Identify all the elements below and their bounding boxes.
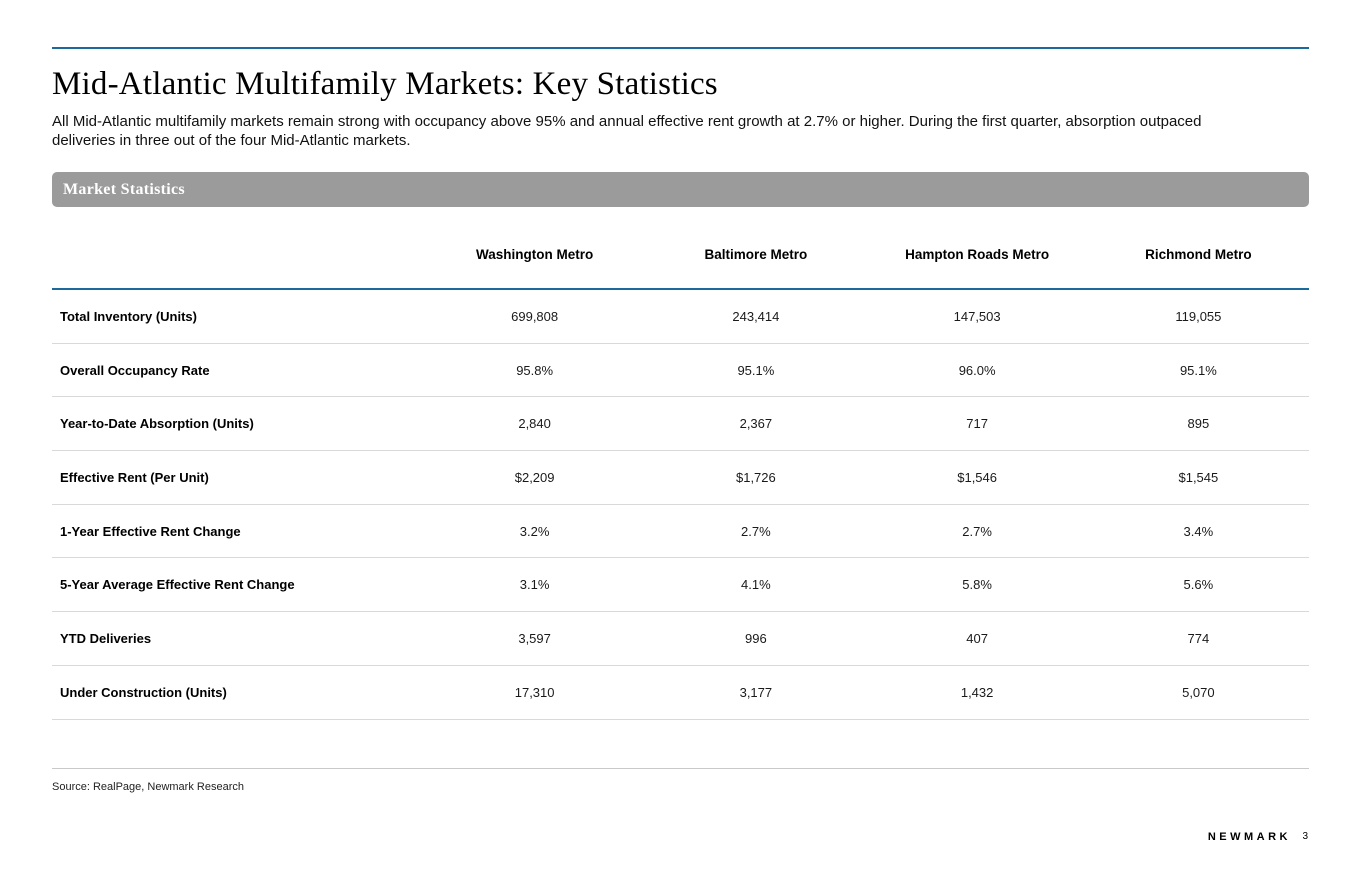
row-value: 17,310 [514,684,555,700]
page-title: Mid-Atlantic Multifamily Markets: Key St… [52,66,718,102]
column-header: Hampton Roads Metro [905,247,1050,262]
row-value: 774 [1187,630,1210,646]
section-header-bar: Market Statistics [52,172,1309,207]
table-row: Effective Rent (Per Unit) $2,209 $1,726 $1,… [52,451,1309,505]
row-label: Year-to-Date Absorption (Units) [60,416,254,432]
row-value: 5.6% [1183,577,1214,593]
row-value: 895 [1187,416,1210,432]
top-accent-rule [52,47,1309,49]
row-value: 717 [966,416,988,432]
row-label: Effective Rent (Per Unit) [60,469,209,485]
page-number: 3 [1302,831,1308,842]
row-label: Under Construction (Units) [60,684,227,700]
table-row: Under Construction (Units) 17,310 3,177 1,4… [52,666,1309,720]
row-value: 5.8% [962,577,992,593]
row-label: Overall Occupancy Rate [60,362,210,378]
row-label: Total Inventory (Units) [60,308,197,324]
row-value: 3,597 [518,630,551,646]
row-value: 95.1% [737,362,775,378]
row-value: $2,209 [514,469,555,485]
row-value: 2.7% [741,523,771,539]
row-label: 1-Year Effective Rent Change [60,523,241,539]
row-value: 119,055 [1175,308,1222,324]
table-row: Overall Occupancy Rate 95.8% 95.1% 96.0% 95.… [52,344,1309,398]
table-row: YTD Deliveries 3,597 996 407 774 [52,612,1309,666]
row-value: 243,414 [732,308,780,324]
footer-divider [52,768,1309,769]
table-header-row: Washington Metro Baltimore Metro Hampton R… [52,207,1309,290]
table-row: 5-Year Average Effective Rent Change 3.1%… [52,558,1309,613]
source-note: Source: RealPage, Newmark Research [52,781,244,793]
row-value: 147,503 [953,308,1001,324]
row-value: 699,808 [511,308,559,324]
row-value: 3.2% [519,523,550,539]
row-label: 5-Year Average Effective Rent Change [60,577,295,593]
row-value: 2,367 [739,416,773,432]
row-value: 2,840 [518,416,551,432]
market-statistics-table: Washington Metro Baltimore Metro Hampton R… [52,207,1309,720]
row-value: 2.7% [962,523,992,539]
row-value: 5,070 [1182,684,1215,700]
row-value: 996 [745,630,767,646]
table-body: Total Inventory (Units) 699,808 243,414 147… [52,290,1309,720]
newmark-logo: NEWMARK [1207,831,1291,843]
column-header: Baltimore Metro [704,247,808,262]
column-header: Washington Metro [476,247,594,262]
row-value: 3.4% [1183,523,1214,539]
row-label: YTD Deliveries [60,630,152,646]
section-header-label: Market Statistics [63,180,185,198]
row-value: 1,432 [960,684,994,700]
table-corner-cell [52,241,424,255]
row-value: 3,177 [739,684,773,700]
row-value: 407 [966,630,988,646]
row-value: 95.8% [516,362,554,378]
page-subtitle: All Mid-Atlantic multifamily markets rem… [52,113,1202,149]
row-value: $1,546 [957,469,997,485]
row-value: 96.0% [958,362,996,378]
row-value: $1,726 [735,469,776,485]
row-value: 3.1% [519,577,550,593]
row-value: $1,545 [1178,469,1219,485]
table-row: 1-Year Effective Rent Change 3.2% 2.7% 2.7%… [52,505,1309,559]
column-header: Richmond Metro [1145,247,1252,262]
table-row: Year-to-Date Absorption (Units) 2,840 2,36… [52,397,1309,452]
table-row: Total Inventory (Units) 699,808 243,414 147… [52,290,1309,344]
row-value: 95.1% [1179,362,1217,378]
row-value: 4.1% [741,577,771,593]
